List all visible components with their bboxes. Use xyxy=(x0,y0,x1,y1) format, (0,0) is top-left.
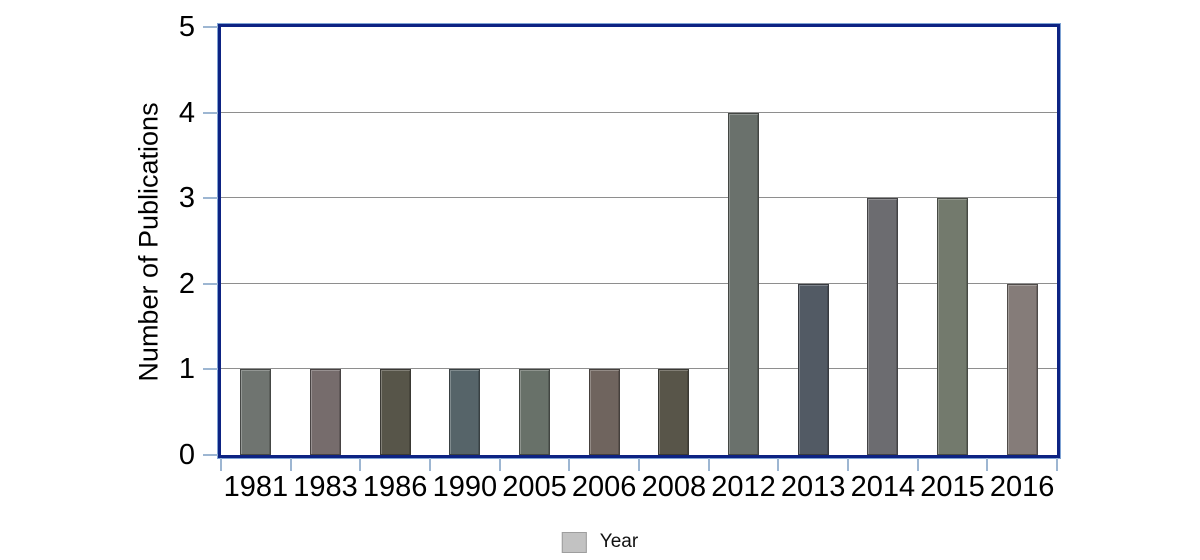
y-tick-2 xyxy=(203,282,218,285)
gridline-y-2 xyxy=(221,282,1057,284)
y-tick-label-1: 1 xyxy=(178,353,195,386)
y-tick-label-3: 3 xyxy=(178,182,195,215)
x-tick-8 xyxy=(777,458,780,471)
bar-1981 xyxy=(240,369,272,455)
plot-inner xyxy=(221,27,1057,455)
x-tick-label-2008: 2008 xyxy=(641,471,707,503)
x-tick-label-2006: 2006 xyxy=(571,471,637,503)
y-tick-label-4: 4 xyxy=(178,96,195,129)
x-tick-5 xyxy=(568,458,571,471)
bar-2005 xyxy=(519,369,550,455)
bar-2006 xyxy=(588,369,620,455)
gridline-y-4 xyxy=(221,111,1057,113)
y-tick-5 xyxy=(203,26,218,28)
x-tick-7 xyxy=(707,458,710,471)
x-tick-6 xyxy=(638,458,640,471)
x-tick-label-1981: 1981 xyxy=(223,471,289,503)
x-tick-12 xyxy=(1056,458,1058,471)
y-tick-0 xyxy=(203,454,218,456)
x-tick-0 xyxy=(220,458,222,471)
y-tick-3 xyxy=(203,197,218,200)
x-tick-label-1986: 1986 xyxy=(362,471,428,503)
x-tick-1 xyxy=(289,458,292,471)
bar-1990 xyxy=(449,369,481,455)
x-tick-4 xyxy=(498,458,501,471)
x-tick-label-2016: 2016 xyxy=(989,471,1055,503)
x-tick-label-1990: 1990 xyxy=(432,471,498,503)
y-axis-title: Number of Publications xyxy=(133,102,164,382)
y-tick-4 xyxy=(203,111,218,114)
x-tick-label-2005: 2005 xyxy=(502,471,567,503)
legend-swatch xyxy=(561,531,587,553)
y-tick-label-5: 5 xyxy=(178,11,195,43)
y-tick-label-0: 0 xyxy=(178,439,195,471)
x-tick-3 xyxy=(429,458,431,471)
x-tick-label-2015: 2015 xyxy=(920,471,985,503)
bar-2013 xyxy=(797,283,829,455)
bar-2012 xyxy=(728,112,759,455)
bar-2016 xyxy=(1006,283,1038,455)
x-tick-9 xyxy=(847,458,849,471)
bar-2014 xyxy=(867,198,899,455)
x-tick-2 xyxy=(359,458,362,471)
x-tick-10 xyxy=(916,458,919,471)
x-tick-11 xyxy=(986,458,989,471)
legend: Year xyxy=(561,531,639,553)
gridline-y-1 xyxy=(221,368,1057,370)
y-tick-1 xyxy=(203,368,218,371)
x-tick-label-2012: 2012 xyxy=(711,471,776,503)
bar-2008 xyxy=(658,369,690,455)
x-tick-label-2014: 2014 xyxy=(850,471,916,503)
y-tick-label-2: 2 xyxy=(178,267,195,300)
bar-1986 xyxy=(379,369,411,455)
legend-label: Year xyxy=(599,531,639,552)
x-tick-label-1983: 1983 xyxy=(293,471,358,503)
bar-2015 xyxy=(937,198,968,455)
x-tick-label-2013: 2013 xyxy=(780,471,846,503)
plot-area xyxy=(217,23,1061,459)
bar-1983 xyxy=(310,369,341,455)
gridline-y-3 xyxy=(221,197,1057,199)
